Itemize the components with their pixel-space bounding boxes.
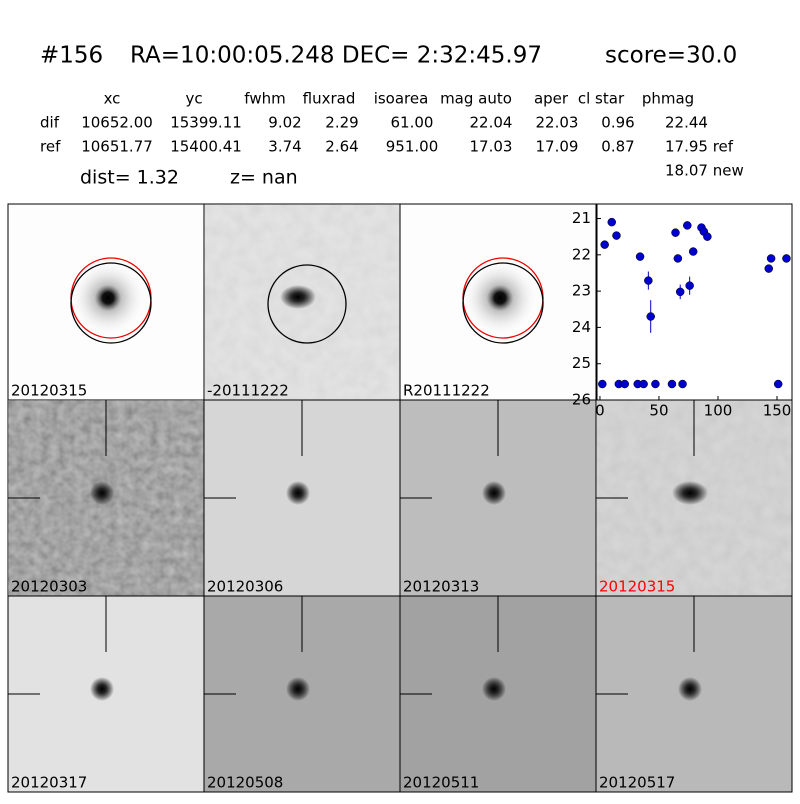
data-point xyxy=(635,252,645,261)
data-point xyxy=(673,254,683,263)
data-point xyxy=(782,254,791,263)
panel-label: 20120313 xyxy=(403,578,479,596)
data-point xyxy=(703,232,712,241)
panel-label: 20120511 xyxy=(403,774,479,792)
panel-label: 20120517 xyxy=(599,774,675,792)
panel-label: 20120315 xyxy=(11,382,87,400)
y-tick-label: 24 xyxy=(572,318,591,336)
table-cell: 15400.41 xyxy=(170,138,242,156)
row-label: dif xyxy=(40,114,60,132)
data-point xyxy=(766,254,776,263)
column-header: mag auto xyxy=(440,90,512,108)
table-cell: 61.00 xyxy=(391,114,434,132)
source xyxy=(70,260,146,336)
column-header: fluxrad xyxy=(303,90,356,108)
panel-label: 20120303 xyxy=(11,578,87,596)
y-tick-label: 21 xyxy=(572,209,591,227)
column-header: xc xyxy=(104,90,121,108)
redshift: z= nan xyxy=(230,167,298,189)
data-point xyxy=(685,281,694,290)
source xyxy=(90,481,114,505)
source xyxy=(286,481,310,505)
column-header: isoarea xyxy=(374,90,429,108)
source xyxy=(280,285,316,309)
table-cell: 22.04 xyxy=(470,114,513,132)
table-cell: 22.44 xyxy=(665,114,708,132)
table-cell: 2.29 xyxy=(325,114,358,132)
panel-label: 20120315 xyxy=(599,578,675,596)
table-cell: 15399.11 xyxy=(170,114,242,132)
x-tick-label: 50 xyxy=(649,402,668,420)
column-header: cl star xyxy=(578,90,625,108)
dist: dist= 1.32 xyxy=(80,167,179,189)
table-cell: 10652.00 xyxy=(81,114,153,132)
panel-label: 20120306 xyxy=(207,578,283,596)
x-tick-label: 0 xyxy=(595,402,605,420)
table-cell: 3.74 xyxy=(268,138,301,156)
data-point xyxy=(671,228,680,237)
candidate-id: #156 xyxy=(40,43,103,69)
data-point xyxy=(598,379,607,389)
coordinates: RA=10:00:05.248 DEC= 2:32:45.97 xyxy=(130,43,542,69)
y-tick-label: 22 xyxy=(572,245,591,263)
data-point xyxy=(607,217,617,227)
table-cell: 2.64 xyxy=(325,138,358,156)
source xyxy=(482,481,506,505)
source xyxy=(672,481,708,505)
table-note: 18.07 new xyxy=(665,162,744,180)
column-header: phmag xyxy=(642,90,694,108)
table-cell: 0.87 xyxy=(601,138,634,156)
data-point xyxy=(639,379,648,389)
table-cell: 17.09 xyxy=(536,138,579,156)
data-point xyxy=(646,312,655,321)
panel-label: -20111222 xyxy=(207,382,289,400)
table-cell: 22.03 xyxy=(536,114,579,132)
data-point xyxy=(764,264,773,273)
source xyxy=(286,677,310,701)
data-point xyxy=(683,221,692,230)
data-point xyxy=(678,379,687,389)
data-point xyxy=(612,231,621,240)
column-header: fwhm xyxy=(244,90,285,108)
x-tick-label: 150 xyxy=(763,402,792,420)
source xyxy=(678,677,702,701)
table-cell: 10651.77 xyxy=(81,138,153,156)
table-cell: 0.96 xyxy=(601,114,634,132)
y-tick-label: 23 xyxy=(572,282,591,300)
panel-label: R20111222 xyxy=(403,382,490,400)
aperture xyxy=(267,264,347,344)
table-cell: 17.03 xyxy=(470,138,513,156)
panel-label: 20120317 xyxy=(11,774,87,792)
data-point xyxy=(600,240,609,249)
data-point xyxy=(644,276,653,285)
source xyxy=(462,260,538,336)
table-cell: 9.02 xyxy=(268,114,301,132)
table-cell: 17.95 ref xyxy=(665,138,734,156)
aperture xyxy=(462,262,544,344)
source xyxy=(90,677,114,701)
data-point xyxy=(773,379,783,389)
score: score=30.0 xyxy=(605,43,737,69)
aperture xyxy=(70,262,152,344)
data-point xyxy=(620,379,629,389)
column-header: yc xyxy=(185,90,202,108)
plot-area xyxy=(596,203,793,401)
table-cell: 951.00 xyxy=(386,138,439,156)
data-point xyxy=(688,247,698,256)
panel-label: 20120508 xyxy=(207,774,283,792)
data-point xyxy=(651,379,660,389)
y-tick-label: 25 xyxy=(572,354,591,372)
column-header: aper xyxy=(534,90,569,108)
data-point xyxy=(675,287,685,297)
source xyxy=(482,677,506,701)
y-tick-label: 26 xyxy=(572,391,591,409)
data-point xyxy=(667,379,677,389)
row-label: ref xyxy=(40,138,61,156)
x-tick-label: 100 xyxy=(704,402,733,420)
